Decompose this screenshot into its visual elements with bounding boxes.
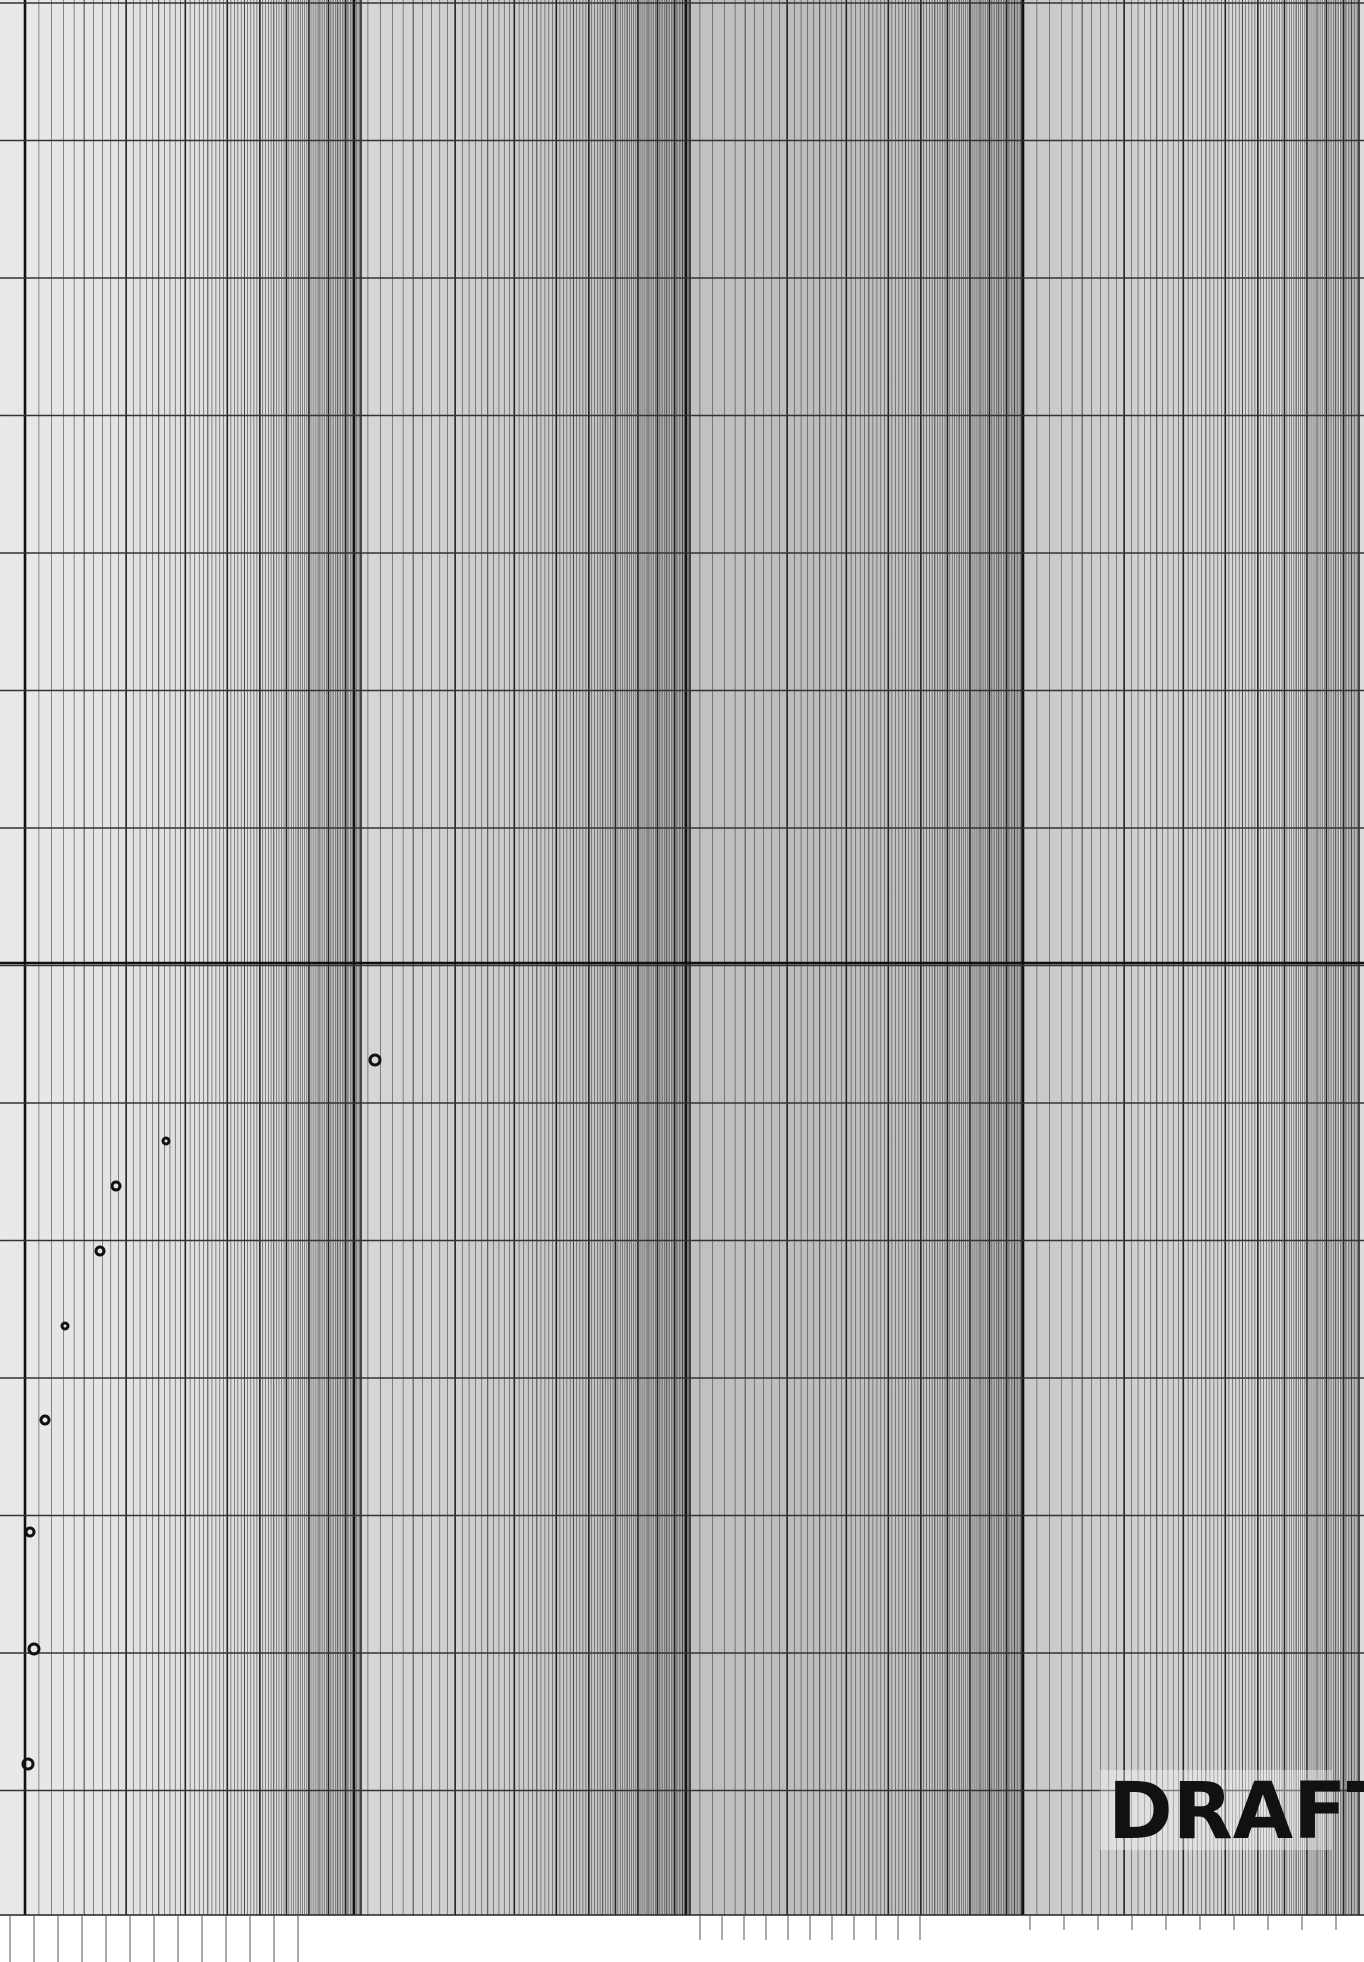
paper-shade: [0, 0, 1364, 1915]
point: [27, 1642, 41, 1656]
point: [21, 1757, 35, 1771]
plotted-points: [21, 1053, 382, 1771]
point: [94, 1245, 106, 1257]
point: [110, 1180, 122, 1192]
point: [24, 1526, 36, 1538]
stamp-bg: [1100, 1770, 1332, 1850]
point: [39, 1414, 51, 1426]
point: [161, 1136, 171, 1146]
draft-stamp: DRAFT: [1108, 1767, 1364, 1857]
point: [368, 1053, 382, 1067]
point: [60, 1321, 70, 1331]
